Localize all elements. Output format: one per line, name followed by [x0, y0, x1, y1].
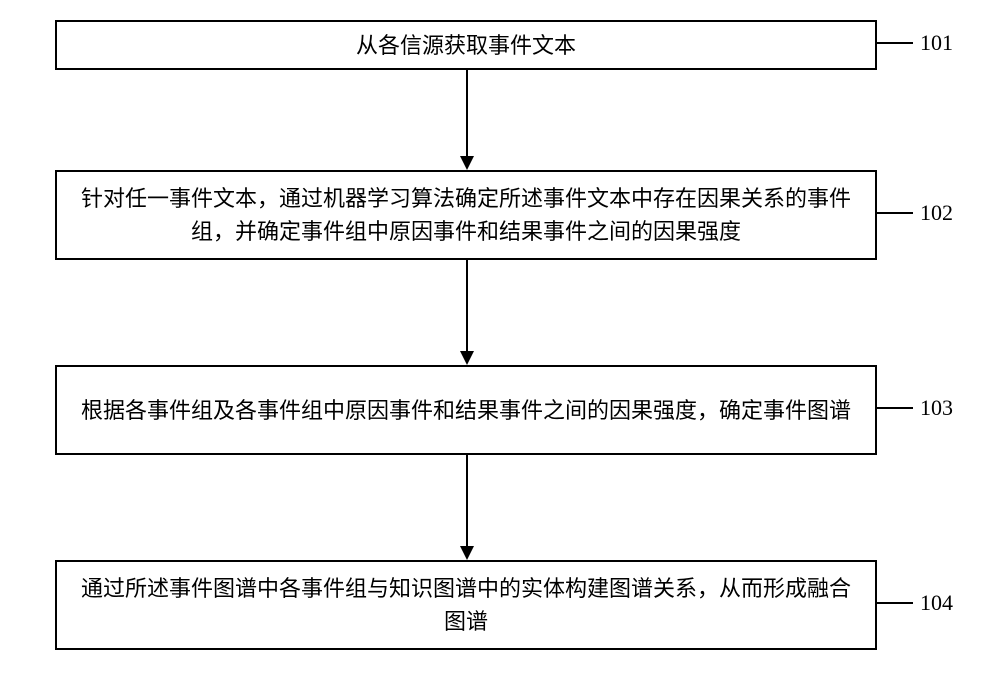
step-box-102: 针对任一事件文本，通过机器学习算法确定所述事件文本中存在因果关系的事件组，并确定… — [55, 170, 877, 260]
label-line-104 — [877, 602, 913, 604]
step-label-104: 104 — [920, 590, 953, 616]
arrow-head-101-102 — [460, 156, 474, 170]
flowchart-container: 从各信源获取事件文本 101 针对任一事件文本，通过机器学习算法确定所述事件文本… — [0, 0, 1000, 674]
step-label-102: 102 — [920, 200, 953, 226]
label-line-101 — [877, 42, 913, 44]
step-label-103: 103 — [920, 395, 953, 421]
step-label-101: 101 — [920, 30, 953, 56]
connector-101-102 — [466, 70, 468, 156]
connector-102-103 — [466, 260, 468, 351]
step-box-103: 根据各事件组及各事件组中原因事件和结果事件之间的因果强度，确定事件图谱 — [55, 365, 877, 455]
arrow-head-103-104 — [460, 546, 474, 560]
label-line-102 — [877, 212, 913, 214]
step-text-104: 通过所述事件图谱中各事件组与知识图谱中的实体构建图谱关系，从而形成融合图谱 — [77, 572, 855, 638]
step-box-101: 从各信源获取事件文本 — [55, 20, 877, 70]
step-text-103: 根据各事件组及各事件组中原因事件和结果事件之间的因果强度，确定事件图谱 — [81, 394, 851, 427]
label-line-103 — [877, 407, 913, 409]
connector-103-104 — [466, 455, 468, 546]
arrow-head-102-103 — [460, 351, 474, 365]
step-text-101: 从各信源获取事件文本 — [356, 29, 576, 62]
step-box-104: 通过所述事件图谱中各事件组与知识图谱中的实体构建图谱关系，从而形成融合图谱 — [55, 560, 877, 650]
step-text-102: 针对任一事件文本，通过机器学习算法确定所述事件文本中存在因果关系的事件组，并确定… — [77, 182, 855, 248]
